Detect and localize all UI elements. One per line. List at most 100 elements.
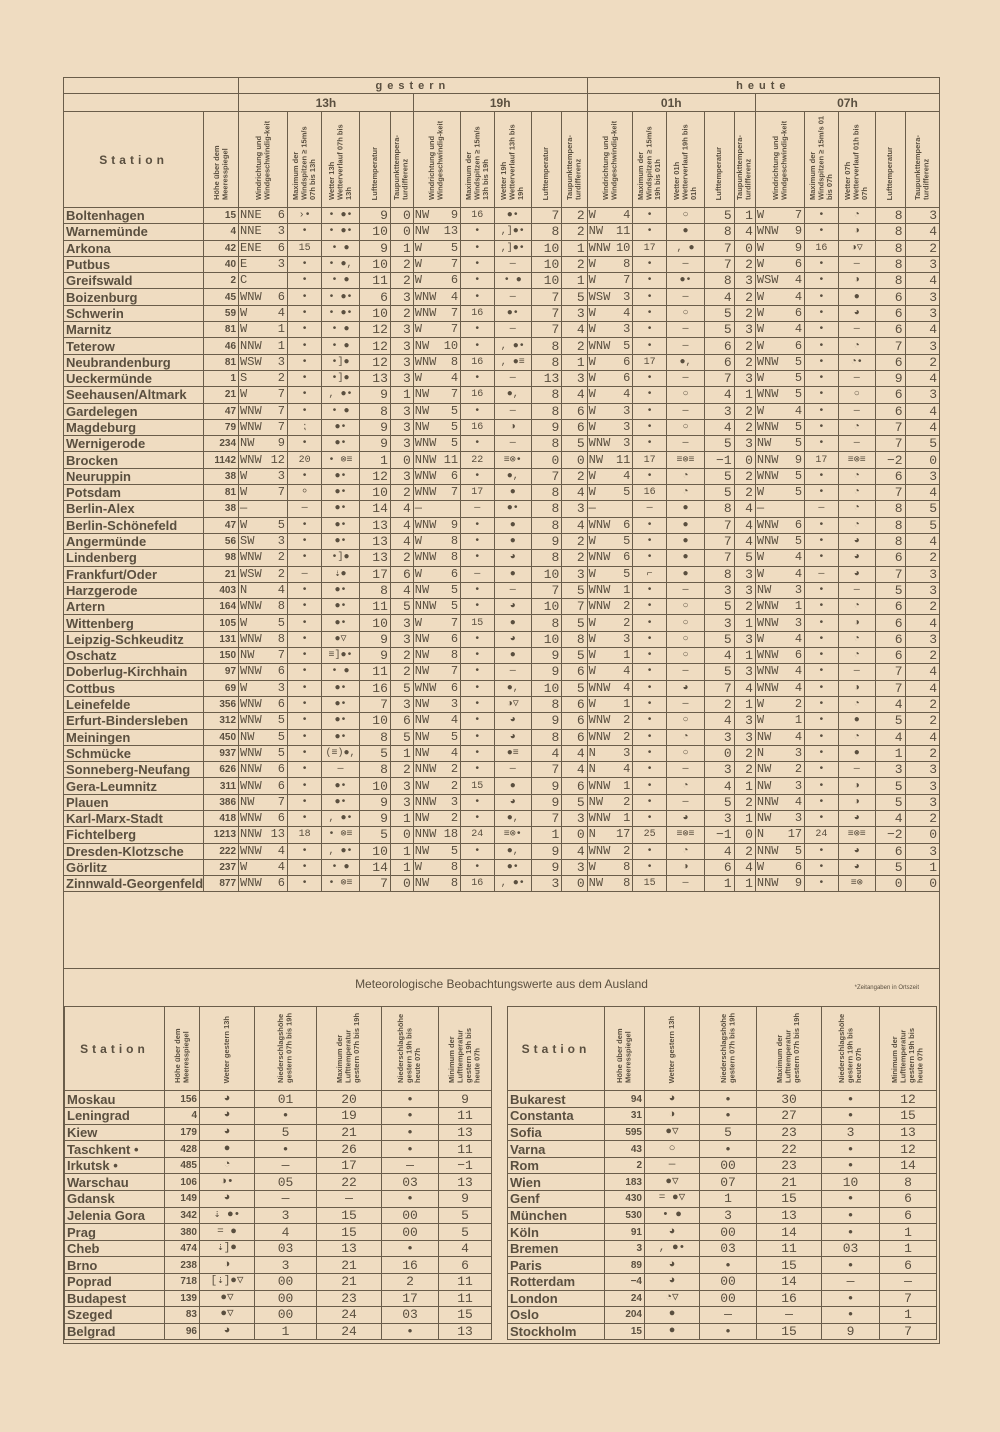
air-temperature: 1 — [531, 826, 563, 844]
wind-direction: NW — [414, 729, 430, 744]
station-name: Prag — [64, 1223, 165, 1241]
weather-symbol: ○ — [665, 712, 706, 730]
wind: NNW 9 — [756, 877, 803, 891]
weather-symbol: , ● — [665, 239, 706, 257]
wind-direction: W — [588, 403, 596, 418]
dewpoint-difference: 5 — [561, 614, 588, 632]
wind: WNW 2 — [588, 844, 632, 858]
air-temperature: 8 — [531, 484, 563, 502]
air-temperature: −1 — [704, 826, 735, 844]
station-row: Warnemünde 4 NNE 3 • • ●• 10 0 NW 13 • ,]●• 8 2 NW 11 • ●… — [62, 223, 941, 241]
weather-symbol: ●• — [321, 793, 360, 811]
precipitation-day: 00 — [254, 1273, 317, 1291]
station-height: 96 — [164, 1322, 200, 1341]
max-gust: • — [286, 858, 323, 877]
wind-speed: 1 — [623, 648, 631, 663]
precipitation-night: • — [821, 1256, 880, 1274]
wind: NW 10 — [414, 339, 459, 353]
wind-speed: 4 — [623, 208, 631, 223]
wind-direction: S — [240, 371, 248, 386]
station-name: Harzgerode — [62, 581, 205, 600]
weather-symbol: ●• — [321, 614, 360, 632]
station-row: Seehausen/Altmark 21 W 7 •, ●• 9 1 NW 7 16 ●, 8 4 W 4 •… — [62, 386, 941, 404]
wind-speed: 1 — [277, 322, 285, 337]
wind: NW 11 — [588, 453, 632, 467]
wind: NW 4 — [756, 730, 803, 744]
weather-symbol: = ● — [199, 1223, 255, 1241]
dewpoint-difference: 6 — [561, 777, 588, 795]
air-temperature: 8 — [531, 386, 563, 404]
air-temperature: 7 — [531, 304, 563, 323]
wind-direction: E — [240, 257, 248, 272]
precipitation-night: 17 — [381, 1289, 439, 1308]
station-name: Paris — [507, 1256, 605, 1274]
weather-symbol: ◔ — [665, 484, 706, 502]
air-temperature: 1 — [704, 875, 735, 893]
wind-direction: ENE — [240, 240, 262, 255]
wind-direction: WNW — [414, 305, 437, 320]
weather-symbol: ◕ — [493, 793, 533, 811]
wind-speed: 2 — [450, 778, 459, 793]
max-gust: • — [804, 630, 839, 649]
wind: NNW 11 — [414, 453, 459, 467]
wind-cell: WSW 3 — [238, 353, 288, 371]
air-temperature: 13 — [358, 549, 391, 567]
station-row: Taschkent • 428 ● • 26 • 11 — [64, 1140, 492, 1158]
wind-speed: 7 — [450, 322, 459, 337]
wind-direction: WNW — [240, 745, 262, 760]
weather-symbol: ○ — [665, 386, 706, 404]
wind-direction: W — [588, 322, 596, 337]
wind: WNW 5 — [756, 420, 803, 434]
max-gust: — — [804, 500, 839, 518]
air-temperature: 8 — [531, 353, 563, 371]
wind: WNW 8 — [240, 632, 287, 646]
wind-speed: 6 — [277, 811, 285, 826]
air-temperature: 8 — [704, 272, 735, 290]
station-height: 356 — [203, 695, 240, 714]
column-header-label: Wetter gestern 13h — [666, 1016, 676, 1084]
station-row: Poprad 718 [⇣]●▽ 00 21 2 11 — [64, 1273, 492, 1291]
wind: WNW 5 — [756, 388, 803, 402]
air-temperature: 8 — [704, 500, 735, 518]
station-height: 156 — [164, 1090, 200, 1109]
precipitation-night: • — [821, 1223, 880, 1241]
air-temperature: 5 — [704, 467, 735, 486]
dewpoint-difference: 2 — [904, 695, 941, 714]
precipitation-night: • — [821, 1090, 880, 1109]
station-row: Teterow 46 NNW 1 • • ● 12 3 NW 10 •, ●• 8 2 WNW 5 • —6 2 W… — [62, 337, 941, 355]
max-gust: • — [632, 402, 667, 420]
max-gust: • — [286, 223, 323, 241]
column-header: Niederschlagshöhe gestern 07h bis 19h — [699, 1006, 757, 1092]
air-temperature: 8 — [531, 435, 563, 453]
wind-cell: SW 3 — [238, 532, 288, 551]
wind-cell: NW 7 — [238, 647, 288, 665]
dewpoint-difference: 3 — [904, 304, 941, 323]
min-temperature: 15 — [438, 1306, 492, 1324]
wind-cell: NW 2 — [412, 777, 462, 795]
station-height: 59 — [203, 304, 240, 323]
max-gust: • — [804, 304, 839, 323]
wind-speed: 3 — [277, 354, 285, 369]
station-row: Leinefelde 356 WNW 6 • ●• 7 3 NW 3 • ◑▽ 8 6 W 1 • —2 1 W 2 • ◔… — [62, 695, 941, 714]
dewpoint-difference: 4 — [561, 842, 588, 860]
max-gust: • — [632, 206, 667, 225]
wind-speed: 7 — [450, 664, 459, 679]
dewpoint-difference: 2 — [561, 549, 588, 567]
wind-direction: WNW — [240, 876, 262, 891]
weather-symbol: — — [665, 255, 706, 274]
air-temperature: 8 — [875, 516, 906, 534]
precipitation-day: 05 — [254, 1173, 317, 1192]
wind-direction: WNW — [414, 680, 437, 695]
wind-cell: WSW 4 — [754, 272, 806, 290]
column-header: Lufttemperatur — [875, 111, 906, 208]
air-temperature: 7 — [531, 467, 563, 486]
air-temperature: 17 — [358, 565, 391, 583]
wind-direction: WNW — [756, 680, 779, 695]
wind: WNW 2 — [588, 600, 632, 614]
weather-symbol: ◔ — [837, 516, 877, 534]
station-name: Jelenia Gora — [64, 1206, 165, 1225]
